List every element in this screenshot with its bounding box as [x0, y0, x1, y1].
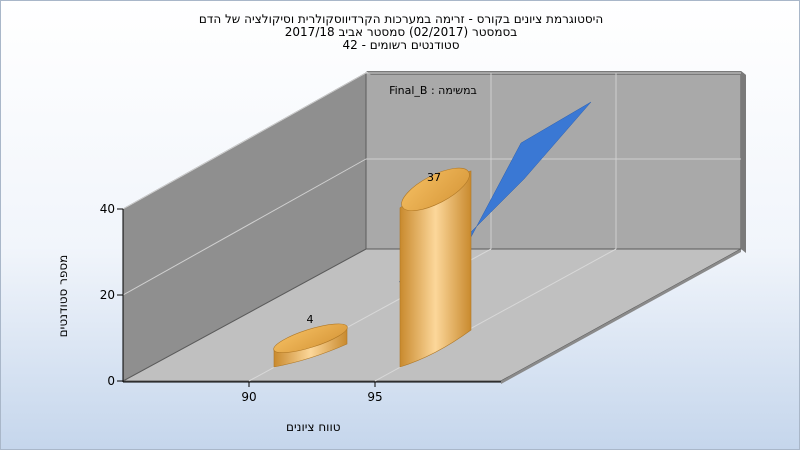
x-axis-title: טווח ציונים: [286, 420, 341, 434]
chart-title-line-2: בסמסטר (02/2017) סמסטר אביב 2017/18: [284, 25, 518, 39]
chart-title-line-3: סטודנטים רשומים - 42: [342, 38, 460, 52]
floor-edge: [501, 249, 741, 384]
bars: [273, 167, 472, 368]
chart-title-line-1: היסטוגרמת ציונים בקורס - זרימה במערכות ה…: [198, 12, 604, 26]
y-tick-label: 40: [100, 202, 115, 216]
y-tick-label: 0: [107, 374, 115, 388]
x-tick-label: 95: [367, 390, 382, 404]
data-label: 37: [427, 171, 441, 184]
bar-top: [273, 323, 348, 354]
y-tick-label: 20: [100, 288, 115, 302]
y-axis: 0 20 40: [100, 202, 124, 388]
legend-entry: Final_B : במשימה: [389, 84, 477, 97]
wall-side-edge: [741, 71, 746, 253]
y-axis-title: מספר סטודנטים: [56, 254, 70, 338]
x-tick-label: 90: [241, 390, 256, 404]
gridline-left: [122, 72, 367, 210]
data-label: 4: [307, 313, 314, 326]
gridline-left: [122, 158, 367, 296]
x-axis: 90 95: [123, 381, 501, 404]
data-labels: 4 37: [307, 171, 442, 326]
bar-top: [401, 167, 470, 212]
